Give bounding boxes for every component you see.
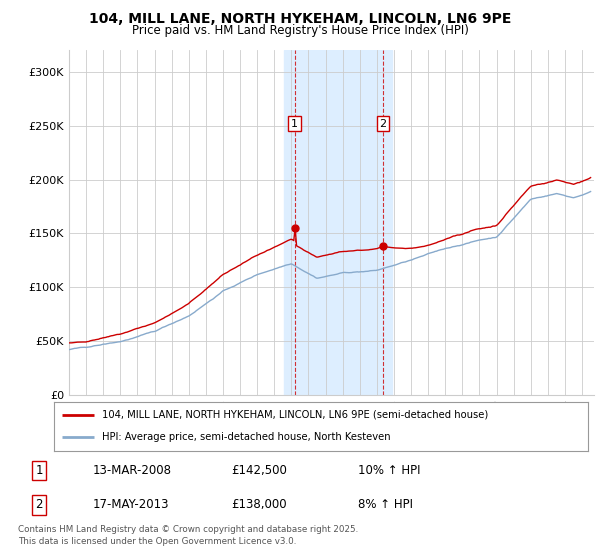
Text: 2: 2 <box>35 498 43 511</box>
Text: 104, MILL LANE, NORTH HYKEHAM, LINCOLN, LN6 9PE: 104, MILL LANE, NORTH HYKEHAM, LINCOLN, … <box>89 12 511 26</box>
Text: Contains HM Land Registry data © Crown copyright and database right 2025.
This d: Contains HM Land Registry data © Crown c… <box>18 525 358 546</box>
Text: Price paid vs. HM Land Registry's House Price Index (HPI): Price paid vs. HM Land Registry's House … <box>131 24 469 37</box>
Text: 104, MILL LANE, NORTH HYKEHAM, LINCOLN, LN6 9PE (semi-detached house): 104, MILL LANE, NORTH HYKEHAM, LINCOLN, … <box>102 410 488 420</box>
Text: 1: 1 <box>35 464 43 477</box>
Text: 8% ↑ HPI: 8% ↑ HPI <box>358 498 413 511</box>
Text: £138,000: £138,000 <box>231 498 287 511</box>
Text: 13-MAR-2008: 13-MAR-2008 <box>92 464 172 477</box>
Text: 1: 1 <box>291 119 298 129</box>
Text: HPI: Average price, semi-detached house, North Kesteven: HPI: Average price, semi-detached house,… <box>102 432 391 442</box>
Text: 10% ↑ HPI: 10% ↑ HPI <box>358 464 420 477</box>
Bar <box>284 50 392 395</box>
Text: £142,500: £142,500 <box>231 464 287 477</box>
Text: 2: 2 <box>380 119 387 129</box>
Text: 17-MAY-2013: 17-MAY-2013 <box>92 498 169 511</box>
